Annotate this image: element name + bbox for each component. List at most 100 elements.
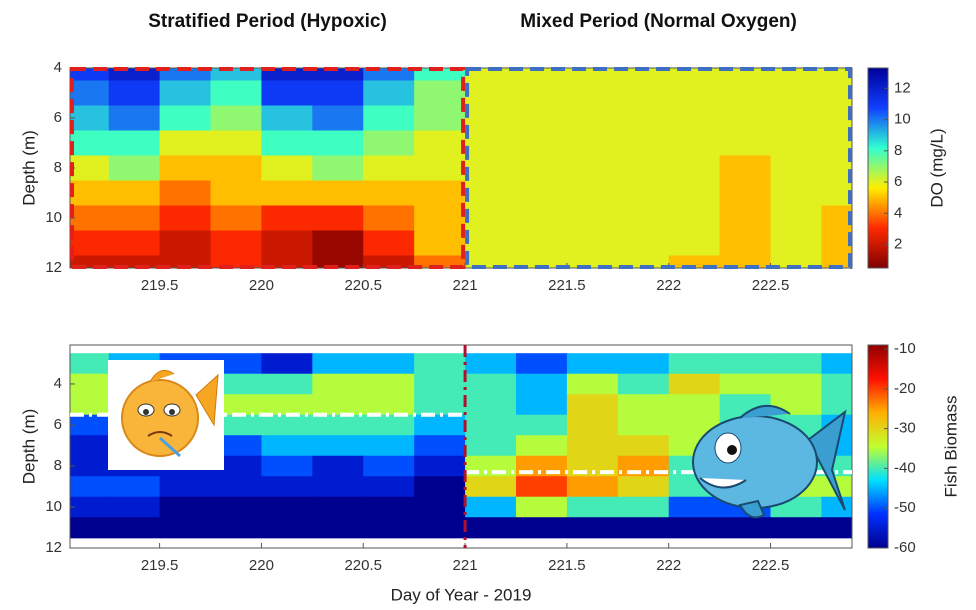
heatmap-cell <box>70 496 110 518</box>
heatmap-cell <box>515 476 568 498</box>
heatmap-cell <box>261 476 313 498</box>
heatmap-cell <box>210 105 263 132</box>
heatmap-cell <box>363 130 415 157</box>
heatmap-cell <box>465 394 517 416</box>
heatmap-cell <box>668 517 721 539</box>
heatmap-cell <box>566 180 619 207</box>
heatmap-cell <box>261 105 313 132</box>
heatmap-cell <box>261 414 313 436</box>
heatmap-cell <box>414 496 466 518</box>
heatmap-cell <box>159 517 212 539</box>
heatmap-cell <box>515 155 568 182</box>
colorbar <box>867 344 889 549</box>
heatmap-cell <box>70 255 110 268</box>
heatmap-cell <box>566 105 619 132</box>
heatmap-cell <box>159 230 212 257</box>
heatmap-cell <box>719 205 772 232</box>
heatmap-cell <box>414 205 466 232</box>
heatmap-cell <box>566 255 619 268</box>
heatmap-cell <box>668 353 721 375</box>
heatmap-cell <box>70 230 110 257</box>
heatmap-cell <box>566 80 619 107</box>
heatmap-cell <box>70 80 110 107</box>
heatmap-cell <box>821 130 852 157</box>
x-tick-label: 222 <box>656 557 681 574</box>
sad-fish-icon <box>108 360 224 470</box>
heatmap-cell <box>70 205 110 232</box>
heatmap-cell <box>414 130 466 157</box>
y-tick-label: 8 <box>54 457 62 474</box>
body <box>692 415 818 509</box>
heatmap-cell <box>821 205 852 232</box>
heatmap-cell <box>210 517 263 539</box>
heatmap-cell <box>363 476 415 498</box>
heatmap-cell <box>821 353 852 375</box>
heatmap-cell <box>414 414 466 436</box>
heatmap-cell <box>770 353 823 375</box>
y-tick-label: 6 <box>54 416 62 433</box>
heatmap-cell <box>108 105 161 132</box>
heatmap-cell <box>108 68 161 82</box>
heatmap-cell <box>668 373 721 395</box>
heatmap-cell <box>719 68 772 82</box>
heatmap-cell <box>821 80 852 107</box>
overlay <box>108 360 847 519</box>
x-tick-label: 221 <box>453 277 478 294</box>
face <box>121 379 199 457</box>
heatmap-cell <box>108 476 161 498</box>
x-tick-label: 222 <box>656 277 681 294</box>
heatmap-cell <box>770 205 823 232</box>
heatmap-cell <box>770 373 823 395</box>
heatmap-cell <box>770 255 823 268</box>
heatmap-cell <box>312 394 364 416</box>
y-tick-label: 12 <box>45 539 62 556</box>
heatmap-cell <box>821 517 852 539</box>
y-tick-label: 12 <box>45 259 62 276</box>
y-tick-label: 10 <box>45 498 62 515</box>
colorbar-tick-label: -40 <box>894 459 916 476</box>
heatmap-cell <box>261 80 313 107</box>
heatmap-cell <box>566 496 619 518</box>
heatmap-cell <box>465 517 517 539</box>
period-title: Stratified Period (Hypoxic) <box>148 11 387 32</box>
heatmap-cell <box>617 180 670 207</box>
heatmap-cell <box>159 68 212 82</box>
heatmap-cell <box>70 394 110 416</box>
heatmap-cell <box>363 105 415 132</box>
heatmap-cell <box>617 68 670 82</box>
heatmap-cell <box>465 230 517 257</box>
colorbar-label: Fish Biomass <box>941 395 960 497</box>
heatmap-cell <box>210 180 263 207</box>
heatmap-cell <box>515 230 568 257</box>
heatmap-cell <box>414 180 466 207</box>
heatmap-cell <box>617 205 670 232</box>
colorbar-tick-label: 6 <box>894 173 902 190</box>
heatmap-cell <box>159 255 212 268</box>
y-tick-label: 6 <box>54 109 62 126</box>
heatmap-cell <box>210 476 263 498</box>
heatmap-cell <box>770 68 823 82</box>
heatmap-cell <box>821 105 852 132</box>
heatmap-cell <box>668 496 721 518</box>
heatmap-cell <box>566 373 619 395</box>
pupil <box>169 409 175 415</box>
heatmap-cell <box>159 155 212 182</box>
colorbar-tick-label: -60 <box>894 539 916 556</box>
heatmap-cell <box>70 155 110 182</box>
heatmap-cell <box>261 68 313 82</box>
heatmap-cell <box>617 435 670 457</box>
heatmap-cell <box>668 230 721 257</box>
heatmap-cell <box>363 205 415 232</box>
heatmap-cell <box>566 476 619 498</box>
heatmap-cell <box>261 155 313 182</box>
heatmap-cell <box>70 517 110 539</box>
y-tick-label: 4 <box>54 59 62 76</box>
heatmap-cell <box>312 476 364 498</box>
heatmap-cell <box>617 373 670 395</box>
heatmap-cell <box>719 105 772 132</box>
heatmap-cell <box>515 394 568 416</box>
colorbar-tick-label: -50 <box>894 499 916 516</box>
heatmap-cell <box>70 435 110 457</box>
y-tick-label: 10 <box>45 209 62 226</box>
heatmap-cell <box>414 353 466 375</box>
